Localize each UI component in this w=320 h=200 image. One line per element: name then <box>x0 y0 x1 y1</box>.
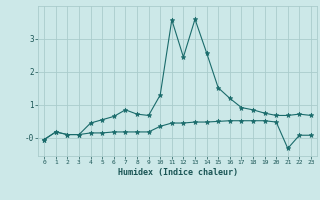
X-axis label: Humidex (Indice chaleur): Humidex (Indice chaleur) <box>118 168 238 177</box>
